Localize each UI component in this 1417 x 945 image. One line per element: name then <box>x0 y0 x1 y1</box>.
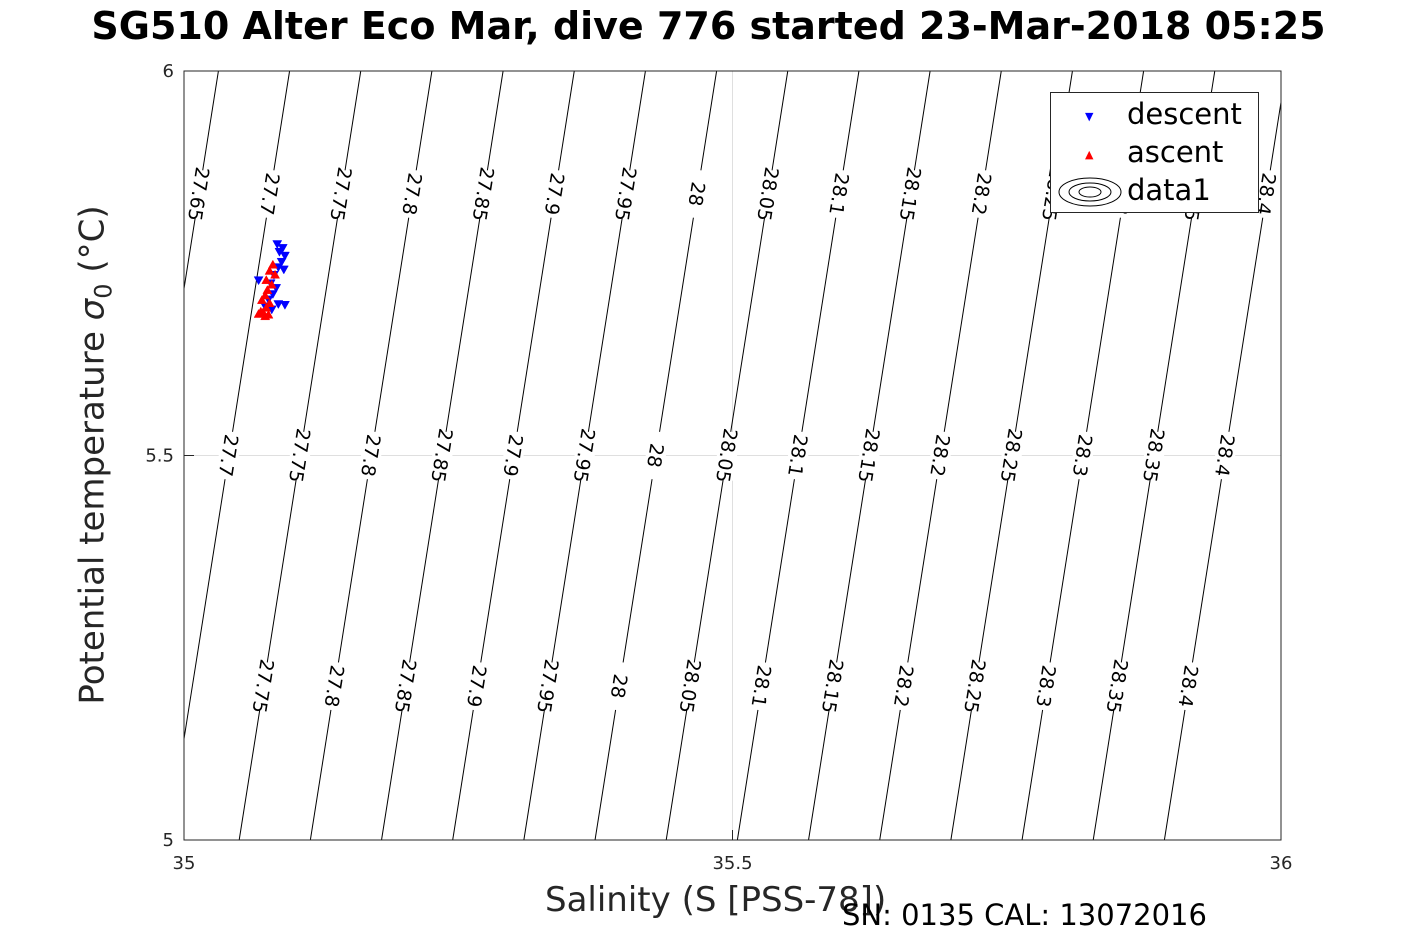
triangle-up-icon: ▲ <box>1085 148 1094 161</box>
chart-title: SG510 Alter Eco Mar, dive 776 started 23… <box>91 4 1326 48</box>
contour-label-gap <box>890 660 918 712</box>
contour-label-gap <box>855 430 883 481</box>
contour-label-gap <box>825 168 854 220</box>
x-tick-label: 35.5 <box>712 853 752 874</box>
ascent-point <box>263 309 274 319</box>
contour-label-gap <box>961 660 989 712</box>
ascent-point <box>267 259 278 269</box>
ascent-point <box>270 269 280 279</box>
contour-label-gap <box>642 430 670 481</box>
contour-label-gap <box>1069 430 1097 481</box>
contour-label: 28 <box>642 442 668 469</box>
contour-label-gap <box>541 168 569 220</box>
legend-ascent: ascent <box>1127 135 1224 169</box>
contour-label-gap <box>1140 430 1168 481</box>
contour-label-gap <box>327 168 355 220</box>
y-tick-label: 6 <box>163 61 174 82</box>
contour-label-gap <box>357 430 385 481</box>
legend-descent: descent <box>1127 97 1242 131</box>
contour-label-gap <box>428 430 456 481</box>
contour-label-gap <box>819 660 847 712</box>
contour-label-gap <box>398 168 427 220</box>
contour-label-gap <box>926 430 955 481</box>
contour-label-gap <box>1175 660 1203 712</box>
contour-label-gap <box>713 430 741 481</box>
descent-point <box>276 257 287 267</box>
contour-label-gap <box>185 168 213 220</box>
ascent-point <box>264 265 275 275</box>
x-tick-label: 36 <box>1270 853 1293 874</box>
contour-label-gap <box>321 660 349 712</box>
ascent-point <box>256 295 267 304</box>
contour-label-gap <box>784 430 812 481</box>
ascent-point <box>266 279 277 289</box>
contour-label-gap <box>215 430 243 481</box>
contour-label-gap <box>499 430 528 481</box>
contour-label-gap <box>1103 660 1132 712</box>
contour-label-gap <box>256 168 284 220</box>
x-tick-label: 35 <box>173 853 196 874</box>
contour-label-gap <box>968 168 996 220</box>
contour-icon <box>1058 177 1122 207</box>
contour-label: 28 <box>683 180 709 207</box>
descent-point <box>279 301 290 310</box>
contour-label-gap <box>754 168 782 220</box>
contour-label-gap <box>470 168 498 220</box>
contour-label-gap <box>249 660 278 712</box>
contour-label-gap <box>571 430 599 481</box>
contour-label-gap <box>605 660 633 712</box>
triangle-down-icon: ▼ <box>1085 110 1094 123</box>
contour-label-gap <box>748 660 776 712</box>
serial-calibration-note: SN: 0135 CAL: 13072016 <box>842 898 1207 932</box>
contour-label-gap <box>676 660 705 712</box>
legend: ▼ descent ▲ ascent data1 <box>1050 92 1259 213</box>
contour-label: 28 <box>606 672 632 699</box>
descent-point <box>273 300 284 310</box>
contour-label-gap <box>1252 168 1281 220</box>
contour-label-gap <box>998 430 1026 481</box>
contour-label-gap <box>683 168 711 220</box>
ascent-point <box>261 275 272 284</box>
legend-data1: data1 <box>1127 173 1211 207</box>
contour-label-gap <box>897 168 925 220</box>
descent-point <box>253 276 264 286</box>
y-tick-label: 5.5 <box>145 446 174 467</box>
contour-label-gap <box>1211 430 1239 481</box>
contour-label-gap <box>463 660 491 712</box>
data-points <box>253 240 290 321</box>
y-tick-label: 5 <box>163 830 174 851</box>
descent-point <box>279 251 290 261</box>
contour-label-gap <box>286 430 314 481</box>
contour-label-gap <box>392 660 420 712</box>
contour-label-gap <box>534 660 562 712</box>
contour-label-gap <box>1032 660 1060 712</box>
x-axis-label: Salinity (S [PSS-78]) <box>545 880 887 920</box>
descent-point <box>278 265 289 275</box>
ascent-point <box>255 306 266 316</box>
contour-label-gap <box>612 168 640 220</box>
axis-ticks: 35 35.5 36 5 5.5 6 <box>145 61 1292 874</box>
